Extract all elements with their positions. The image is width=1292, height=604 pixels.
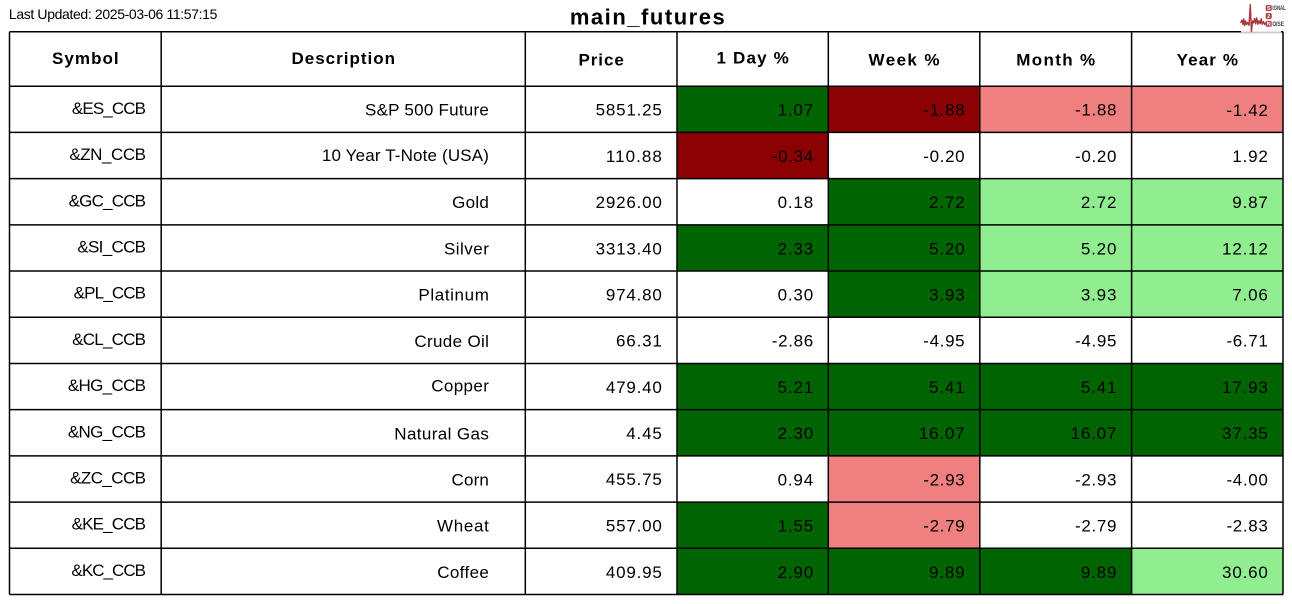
svg-text:-1.42: -1.42	[1226, 101, 1267, 120]
svg-text:974.80: 974.80	[606, 286, 662, 305]
svg-text:Week %: Week %	[869, 51, 940, 70]
svg-text:-1.88: -1.88	[923, 101, 964, 120]
svg-text:S&P 500 Future: S&P 500 Future	[365, 101, 489, 120]
svg-text:5.41: 5.41	[929, 378, 965, 397]
svg-text:5851.25: 5851.25	[596, 101, 662, 120]
svg-text:12.12: 12.12	[1222, 239, 1268, 258]
svg-text:&KC_CCB: &KC_CCB	[71, 561, 146, 580]
svg-text:&PL_CCB: &PL_CCB	[74, 284, 146, 303]
svg-text:&CL_CCB: &CL_CCB	[72, 330, 146, 349]
svg-text:-2.93: -2.93	[1075, 470, 1116, 489]
svg-text:S: S	[1267, 6, 1271, 12]
svg-text:Natural Gas: Natural Gas	[394, 424, 489, 443]
svg-text:16.07: 16.07	[1071, 424, 1117, 443]
svg-text:N: N	[1267, 22, 1271, 28]
svg-text:5.21: 5.21	[778, 378, 814, 397]
svg-text:2926.00: 2926.00	[596, 193, 662, 212]
svg-text:Description: Description	[292, 49, 396, 68]
svg-text:&HG_CCB: &HG_CCB	[68, 376, 146, 395]
svg-text:2: 2	[1267, 14, 1270, 20]
svg-text:&ZC_CCB: &ZC_CCB	[70, 469, 146, 488]
svg-text:1.55: 1.55	[778, 516, 814, 535]
svg-text:2.33: 2.33	[778, 239, 814, 258]
svg-text:0.30: 0.30	[778, 286, 814, 305]
svg-text:Coffee: Coffee	[437, 563, 489, 582]
svg-text:Corn: Corn	[451, 470, 488, 489]
svg-text:5.20: 5.20	[929, 239, 965, 258]
svg-text:-0.20: -0.20	[1075, 147, 1116, 166]
svg-text:37.35: 37.35	[1222, 424, 1268, 443]
svg-text:Platinum: Platinum	[418, 286, 489, 305]
svg-text:Price: Price	[578, 51, 623, 70]
svg-text:Month %: Month %	[1016, 51, 1095, 70]
svg-text:Year %: Year %	[1177, 50, 1238, 69]
svg-text:2.90: 2.90	[778, 563, 814, 582]
svg-text:455.75: 455.75	[606, 470, 662, 489]
svg-text:5.20: 5.20	[1081, 239, 1117, 258]
svg-text:-2.86: -2.86	[772, 332, 813, 351]
svg-text:1 Day %: 1 Day %	[717, 49, 789, 68]
svg-text:3313.40: 3313.40	[596, 239, 662, 258]
svg-text:-4.95: -4.95	[923, 332, 964, 351]
svg-text:main_futures: main_futures	[570, 5, 725, 30]
svg-text:9.87: 9.87	[1232, 193, 1268, 212]
svg-text:&GC_CCB: &GC_CCB	[69, 191, 146, 210]
svg-text:-2.79: -2.79	[923, 517, 964, 536]
svg-text:2.72: 2.72	[929, 193, 965, 212]
svg-text:-0.34: -0.34	[772, 147, 813, 166]
svg-text:-1.88: -1.88	[1075, 101, 1116, 120]
svg-text:Crude Oil: Crude Oil	[414, 332, 489, 351]
svg-text:0.18: 0.18	[778, 193, 814, 212]
svg-text:Wheat: Wheat	[437, 517, 489, 536]
svg-text:17.93: 17.93	[1222, 378, 1268, 397]
svg-text:&ES_CCB: &ES_CCB	[72, 99, 146, 118]
svg-text:479.40: 479.40	[606, 378, 662, 397]
svg-text:Silver: Silver	[444, 239, 489, 258]
svg-text:-4.95: -4.95	[1075, 332, 1116, 351]
svg-text:-2.83: -2.83	[1226, 517, 1267, 536]
svg-text:4.45: 4.45	[626, 424, 662, 443]
svg-text:IGNAL: IGNAL	[1272, 6, 1286, 12]
svg-text:-0.20: -0.20	[923, 147, 964, 166]
svg-text:5.41: 5.41	[1081, 378, 1117, 397]
svg-text:OISE: OISE	[1272, 22, 1284, 28]
svg-text:Last Updated: 2025-03-06 11:57: Last Updated: 2025-03-06 11:57:15	[9, 6, 218, 22]
svg-text:&KE_CCB: &KE_CCB	[72, 515, 146, 534]
svg-text:2.30: 2.30	[778, 424, 814, 443]
svg-text:557.00: 557.00	[606, 517, 662, 536]
svg-text:-4.00: -4.00	[1226, 470, 1267, 489]
svg-text:9.89: 9.89	[929, 563, 965, 582]
svg-text:409.95: 409.95	[606, 563, 662, 582]
svg-text:&ZN_CCB: &ZN_CCB	[69, 145, 146, 164]
svg-text:-2.79: -2.79	[1075, 517, 1116, 536]
svg-text:Gold: Gold	[452, 193, 489, 212]
svg-text:16.07: 16.07	[919, 424, 965, 443]
svg-text:9.89: 9.89	[1081, 563, 1117, 582]
svg-text:-2.93: -2.93	[923, 470, 964, 489]
svg-text:0.94: 0.94	[778, 470, 814, 489]
svg-text:3.93: 3.93	[929, 286, 965, 305]
svg-text:66.31: 66.31	[616, 332, 662, 351]
svg-text:1.07: 1.07	[778, 101, 814, 120]
svg-text:3.93: 3.93	[1081, 286, 1117, 305]
svg-text:30.60: 30.60	[1222, 563, 1268, 582]
svg-text:10 Year T-Note (USA): 10 Year T-Note (USA)	[322, 146, 489, 165]
svg-text:7.06: 7.06	[1232, 286, 1268, 305]
svg-text:Symbol: Symbol	[52, 49, 119, 68]
svg-text:&NG_CCB: &NG_CCB	[68, 422, 146, 441]
svg-text:-6.71: -6.71	[1226, 332, 1267, 351]
svg-text:2.72: 2.72	[1081, 193, 1117, 212]
svg-text:Copper: Copper	[431, 376, 489, 395]
svg-text:1.92: 1.92	[1232, 147, 1268, 166]
svg-text:&SI_CCB: &SI_CCB	[77, 237, 146, 256]
svg-text:110.88: 110.88	[606, 147, 662, 166]
